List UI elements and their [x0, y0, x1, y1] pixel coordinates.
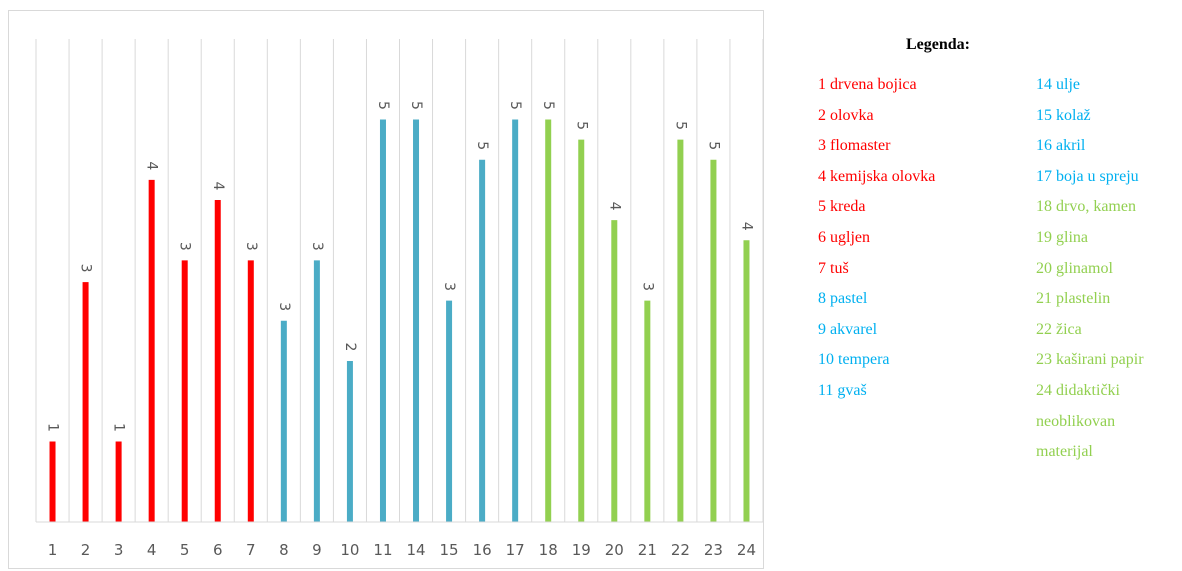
legend-item: 22 žica	[1036, 320, 1082, 338]
data-label-4: 4	[144, 161, 160, 170]
bar-4	[148, 179, 155, 522]
x-tick-10: 10	[340, 541, 359, 559]
legend-item: 2 olovka	[818, 106, 874, 124]
data-label-22: 5	[672, 121, 688, 130]
x-tick-1: 1	[48, 541, 58, 559]
legend-item: materijal	[1036, 443, 1093, 461]
bar-10	[346, 361, 353, 522]
bar-14	[413, 119, 420, 522]
data-label-6: 4	[210, 182, 226, 191]
bar-5	[181, 260, 188, 522]
bar-24	[743, 240, 750, 522]
x-tick-labels: 1 2 3 4 5 6 7 8 9 10 11 14 15 16 17 18 19 20 21 22 23 24	[48, 541, 756, 559]
x-tick-18: 18	[539, 541, 558, 559]
bar-11	[379, 119, 386, 522]
x-tick-15: 15	[440, 541, 459, 559]
legend-item: 23 kaširani papir	[1036, 351, 1144, 369]
data-label-2: 3	[78, 264, 94, 273]
x-tick-16: 16	[473, 541, 492, 559]
x-tick-21: 21	[638, 541, 657, 559]
data-label-16: 5	[474, 141, 490, 150]
legend-item: 5 kreda	[818, 198, 866, 216]
bar-15	[446, 300, 453, 522]
legend-item: 4 kemijska olovka	[818, 167, 936, 185]
bar-6	[214, 200, 221, 522]
bar-23	[710, 159, 717, 522]
data-label-21: 3	[639, 282, 655, 291]
legend-item: 20 glinamol	[1036, 259, 1113, 277]
legend-item: 1 drvena bojica	[818, 76, 917, 93]
data-label-5: 3	[177, 242, 193, 251]
x-tick-3: 3	[114, 541, 124, 559]
gridlines	[35, 39, 764, 522]
x-tick-23: 23	[704, 541, 723, 559]
bar-9	[313, 260, 320, 522]
bar-20	[611, 220, 618, 522]
data-label-19: 5	[573, 121, 589, 130]
x-tick-19: 19	[572, 541, 591, 559]
legend-title: Legenda:	[906, 36, 970, 53]
data-label-23: 5	[705, 141, 721, 150]
x-tick-8: 8	[279, 541, 289, 559]
data-label-9: 3	[309, 242, 325, 251]
bar-3	[115, 441, 122, 522]
data-label-20: 4	[606, 202, 622, 211]
bar-1	[49, 441, 56, 522]
bar-8	[280, 320, 287, 522]
data-label-1: 1	[45, 423, 61, 432]
legend-item: 3 flomaster	[818, 137, 891, 155]
data-labels: 1 3 1 4 3 4 3 3 3 2 5 5 3 5 5 5 5 4 3 5 5 4	[45, 101, 755, 432]
legend-item: 24 didaktički	[1036, 382, 1120, 399]
data-label-3: 1	[111, 423, 127, 432]
bar-19	[578, 139, 585, 522]
x-tick-14: 14	[406, 541, 425, 559]
x-tick-11: 11	[373, 541, 392, 559]
data-label-15: 3	[441, 282, 457, 291]
legend-item: 11 gvaš	[818, 382, 867, 399]
bar-2	[82, 282, 89, 522]
x-tick-4: 4	[147, 541, 157, 559]
data-label-24: 4	[738, 222, 754, 231]
legend-item: 19 glina	[1036, 229, 1088, 246]
data-label-11: 5	[375, 101, 391, 110]
x-tick-2: 2	[81, 541, 91, 559]
x-tick-20: 20	[605, 541, 624, 559]
bar-16	[479, 159, 486, 522]
legend-item: 14 ulje	[1036, 76, 1080, 93]
legend-item: 7 tuš	[818, 259, 849, 277]
legend-item: 6 ugljen	[818, 229, 870, 246]
legend-item: 21 plastelin	[1036, 290, 1111, 308]
legend-item: 16 akril	[1036, 137, 1086, 155]
x-tick-17: 17	[506, 541, 525, 559]
bar-17	[512, 119, 519, 522]
x-tick-9: 9	[312, 541, 322, 559]
legend-item: 9 akvarel	[818, 320, 878, 338]
legend-item: 18 drvo, kamen	[1036, 198, 1136, 216]
legend-item: 8 pastel	[818, 290, 868, 308]
legend-item: 15 kolaž	[1036, 106, 1091, 124]
x-tick-5: 5	[180, 541, 190, 559]
bar-7	[247, 260, 254, 522]
bar-21	[644, 300, 651, 522]
x-tick-24: 24	[737, 541, 756, 559]
data-label-17: 5	[507, 101, 523, 110]
x-tick-6: 6	[213, 541, 223, 559]
data-label-10: 2	[342, 343, 358, 352]
x-tick-7: 7	[246, 541, 256, 559]
data-label-14: 5	[408, 101, 424, 110]
bar-22	[677, 139, 684, 522]
x-tick-22: 22	[671, 541, 690, 559]
data-label-18: 5	[540, 101, 556, 110]
data-label-8: 3	[276, 302, 292, 311]
legend-item: 17 boja u spreju	[1036, 167, 1139, 185]
legend-item: 10 tempera	[818, 351, 890, 369]
legend-item: neoblikovan	[1036, 412, 1116, 430]
data-label-7: 3	[243, 242, 259, 251]
bar-18	[545, 119, 552, 522]
bars	[49, 119, 750, 522]
